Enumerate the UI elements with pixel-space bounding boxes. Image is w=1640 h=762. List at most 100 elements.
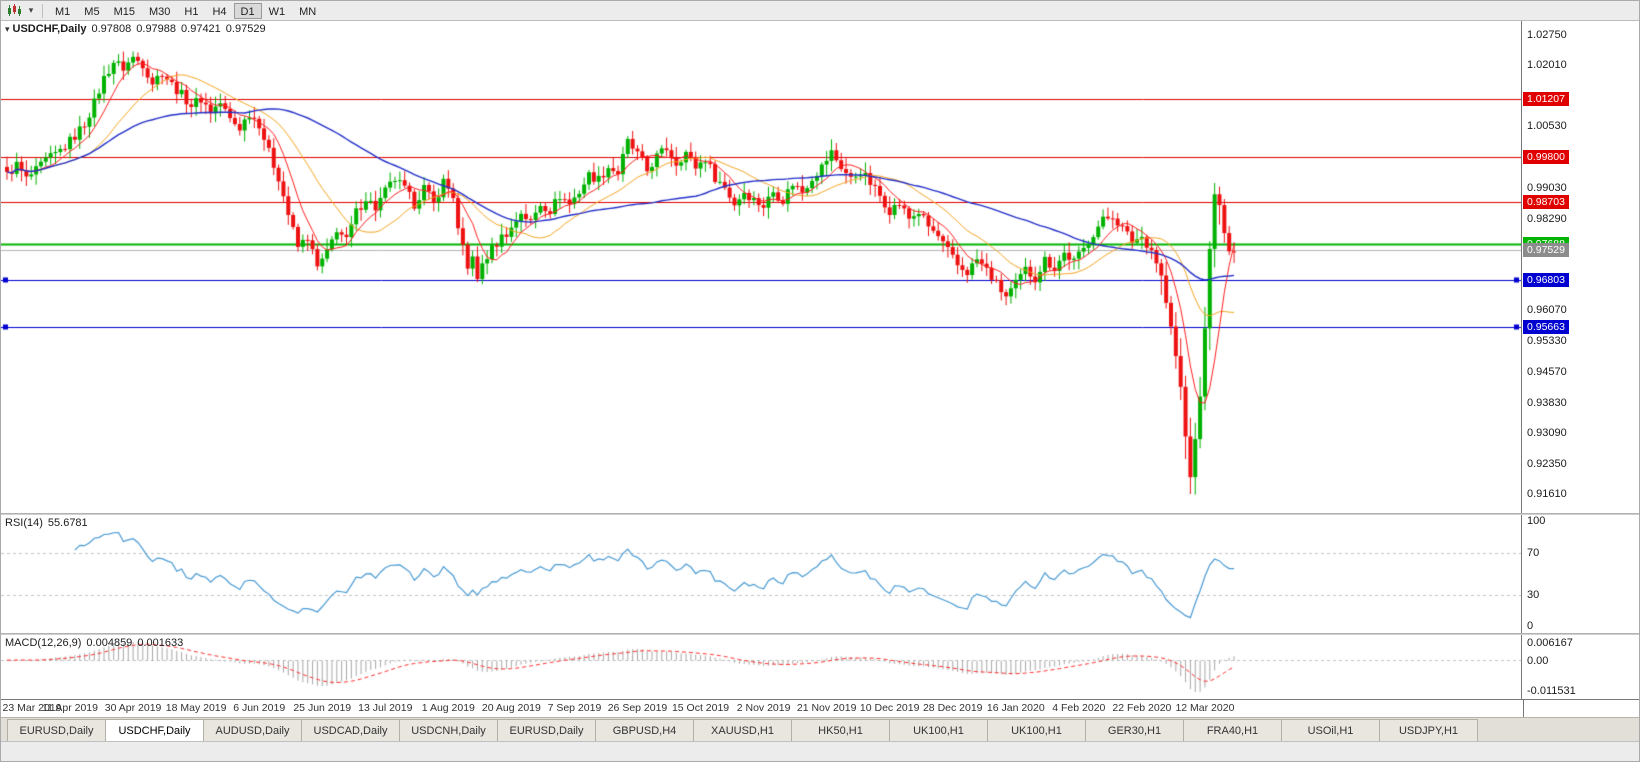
chevron-down-icon[interactable]: ▾ — [28, 5, 34, 15]
date-axis-label: 4 Feb 2020 — [1052, 702, 1106, 714]
date-axis-label: 1 Aug 2019 — [421, 702, 475, 714]
date-axis-label: 16 Jan 2020 — [986, 702, 1045, 714]
macd-axis-label: -0.011531 — [1527, 685, 1576, 697]
chart-type-icon-glyph — [8, 4, 21, 16]
price-axis-label: 0.94570 — [1527, 366, 1567, 379]
rsi-title-line: RSI(14) 55.6781 — [5, 517, 88, 529]
date-axis-label: 6 Jun 2019 — [233, 702, 286, 714]
timeframe-button-m15[interactable]: M15 — [113, 5, 135, 18]
rsi-axis-label: 30 — [1527, 589, 1540, 602]
macd-canvas[interactable] — [1, 635, 1523, 699]
price-axis-label: 1.00530 — [1527, 120, 1567, 133]
macd-panel: MACD(12,26,9) 0.004859 0.001633 0.006167… — [1, 635, 1639, 699]
date-axis-label: 12 Mar 2020 — [1175, 702, 1235, 714]
date-axis-label: 30 Apr 2019 — [104, 702, 162, 714]
ohlc-open: 0.97808 — [91, 23, 132, 35]
price-axis-label: 0.92350 — [1527, 457, 1567, 470]
date-axis-label: 21 Nov 2019 — [796, 702, 857, 714]
date-axis: 23 Mar 2019 11 Apr 2019 30 Apr 2019 18 May … — [1, 699, 1639, 717]
price-level-badge: 0.96803 — [1523, 273, 1569, 288]
price-axis-label: 0.93090 — [1527, 427, 1567, 440]
chart-tabs-bar: EURUSD,Daily USDCHF,Daily AUDUSD,Daily USDC… — [1, 717, 1639, 741]
timeframe-button-m1[interactable]: M1 — [55, 5, 71, 18]
rsi-indicator-value: 55.6781 — [47, 517, 88, 529]
price-level-badge: 0.95663 — [1523, 320, 1569, 334]
price-axis-label: 0.91610 — [1527, 488, 1567, 500]
panel-splitter[interactable] — [1, 513, 1639, 515]
current-price-badge: 0.97529 — [1523, 243, 1569, 258]
price-axis-label: 0.99030 — [1527, 182, 1567, 195]
price-axis: 1.02750 1.02010 1.00530 0.99030 0.98290 0.960… — [1521, 21, 1639, 513]
ohlc-high: 0.97988 — [136, 23, 177, 35]
price-level-badge: 0.99800 — [1523, 149, 1569, 164]
date-axis-label: 23 Mar 2019 — [2, 702, 62, 714]
axis-vertical-border — [1523, 700, 1524, 717]
chart-tab-hk50-h1[interactable]: HK50,H1 — [791, 719, 890, 741]
symbol-marker-icon: ▾ — [5, 23, 10, 34]
rsi-axis-label: 0 — [1527, 620, 1534, 632]
chart-tab-usdchf-daily[interactable]: USDCHF,Daily — [105, 719, 204, 741]
chart-tab-uk100-h1[interactable]: UK100,H1 — [987, 719, 1086, 741]
chart-tab-eurusd-daily[interactable]: EURUSD,Daily — [497, 719, 596, 741]
rsi-panel: RSI(14) 55.6781 100 70 30 0 — [1, 515, 1639, 633]
price-chart-canvas[interactable] — [1, 21, 1523, 513]
date-axis-label: 11 Apr 2019 — [42, 702, 98, 714]
timeframe-button-h4[interactable]: H4 — [212, 5, 227, 18]
rsi-axis-label: 100 — [1527, 515, 1546, 527]
chart-tab-usdcnh-daily[interactable]: USDCNH,Daily — [399, 719, 498, 741]
chart-tab-eurusd-daily[interactable]: EURUSD,Daily — [7, 719, 106, 741]
macd-axis-label: 0.00 — [1527, 654, 1549, 667]
chart-tab-usdcad-daily[interactable]: USDCAD,Daily — [301, 719, 400, 741]
ohlc-low: 0.97421 — [181, 23, 221, 35]
chart-symbol-line: ▾ USDCHF,Daily 0.97808 0.97988 0.97421 0… — [5, 23, 266, 35]
chart-tab-usoil-h1[interactable]: USOil,H1 — [1281, 719, 1380, 741]
timeframe-toolbar: ▾ M1 M5 M15 M30 H1 H4 D1 W1 MN — [1, 1, 1639, 21]
date-axis-label: 15 Oct 2019 — [671, 702, 730, 714]
macd-indicator-name: MACD(12,26,9) — [5, 637, 82, 649]
timeframe-button-m30[interactable]: M30 — [148, 5, 171, 18]
rsi-canvas[interactable] — [1, 515, 1523, 633]
chart-tab-ger30-h1[interactable]: GER30,H1 — [1085, 719, 1184, 741]
chart-tab-gbpusd-h4[interactable]: GBPUSD,H4 — [595, 719, 694, 741]
price-axis-label: 0.96070 — [1527, 304, 1567, 317]
date-axis-label: 13 Jul 2019 — [358, 702, 413, 714]
chart-tab-fra40-h1[interactable]: FRA40,H1 — [1183, 719, 1282, 741]
price-axis-label: 1.02010 — [1527, 59, 1567, 72]
price-level-badge: 1.01207 — [1523, 91, 1569, 106]
panel-splitter[interactable] — [1, 633, 1639, 635]
date-axis-label: 26 Sep 2019 — [607, 702, 668, 714]
macd-signal-value: 0.001633 — [137, 637, 184, 649]
rsi-axis: 100 70 30 0 — [1521, 515, 1639, 633]
macd-main-value: 0.004859 — [86, 637, 133, 649]
price-axis-label: 0.95330 — [1527, 334, 1567, 347]
date-axis-label: 2 Nov 2019 — [736, 702, 791, 714]
date-axis-label: 7 Sep 2019 — [547, 702, 602, 714]
timeframe-button-m5[interactable]: M5 — [84, 5, 100, 18]
timeframe-button-d1[interactable]: D1 — [233, 2, 262, 19]
timeframe-button-mn[interactable]: MN — [299, 5, 317, 18]
rsi-axis-label: 70 — [1527, 546, 1540, 559]
date-axis-label: 18 May 2019 — [165, 702, 227, 714]
macd-title-line: MACD(12,26,9) 0.004859 0.001633 — [5, 637, 183, 649]
date-axis-label: 10 Dec 2019 — [859, 702, 920, 714]
price-level-badge: 0.98703 — [1523, 194, 1569, 209]
timeframe-button-h1[interactable]: H1 — [184, 5, 199, 18]
ohlc-close: 0.97529 — [225, 23, 266, 35]
date-axis-label: 22 Feb 2020 — [1112, 702, 1172, 714]
price-chart-panel: ▾ USDCHF,Daily 0.97808 0.97988 0.97421 0… — [1, 21, 1639, 513]
price-axis-label: 0.93830 — [1527, 396, 1567, 409]
price-axis-label: 1.02750 — [1527, 29, 1567, 41]
macd-axis-label: 0.006167 — [1527, 637, 1573, 649]
chart-type-icon[interactable] — [4, 3, 24, 19]
price-axis-label: 0.98290 — [1527, 212, 1567, 225]
symbol-name: USDCHF,Daily — [12, 23, 87, 35]
toolbar-separator — [42, 3, 43, 18]
rsi-indicator-name: RSI(14) — [5, 517, 43, 529]
chart-tab-uk100-h1[interactable]: UK100,H1 — [889, 719, 988, 741]
chart-tab-xauusd-h1[interactable]: XAUUSD,H1 — [693, 719, 792, 741]
chart-tab-audusd-daily[interactable]: AUDUSD,Daily — [203, 719, 302, 741]
timeframe-button-w1[interactable]: W1 — [268, 5, 286, 18]
chart-tab-usdjpy-h1[interactable]: USDJPY,H1 — [1379, 719, 1478, 741]
status-bar — [1, 741, 1639, 761]
